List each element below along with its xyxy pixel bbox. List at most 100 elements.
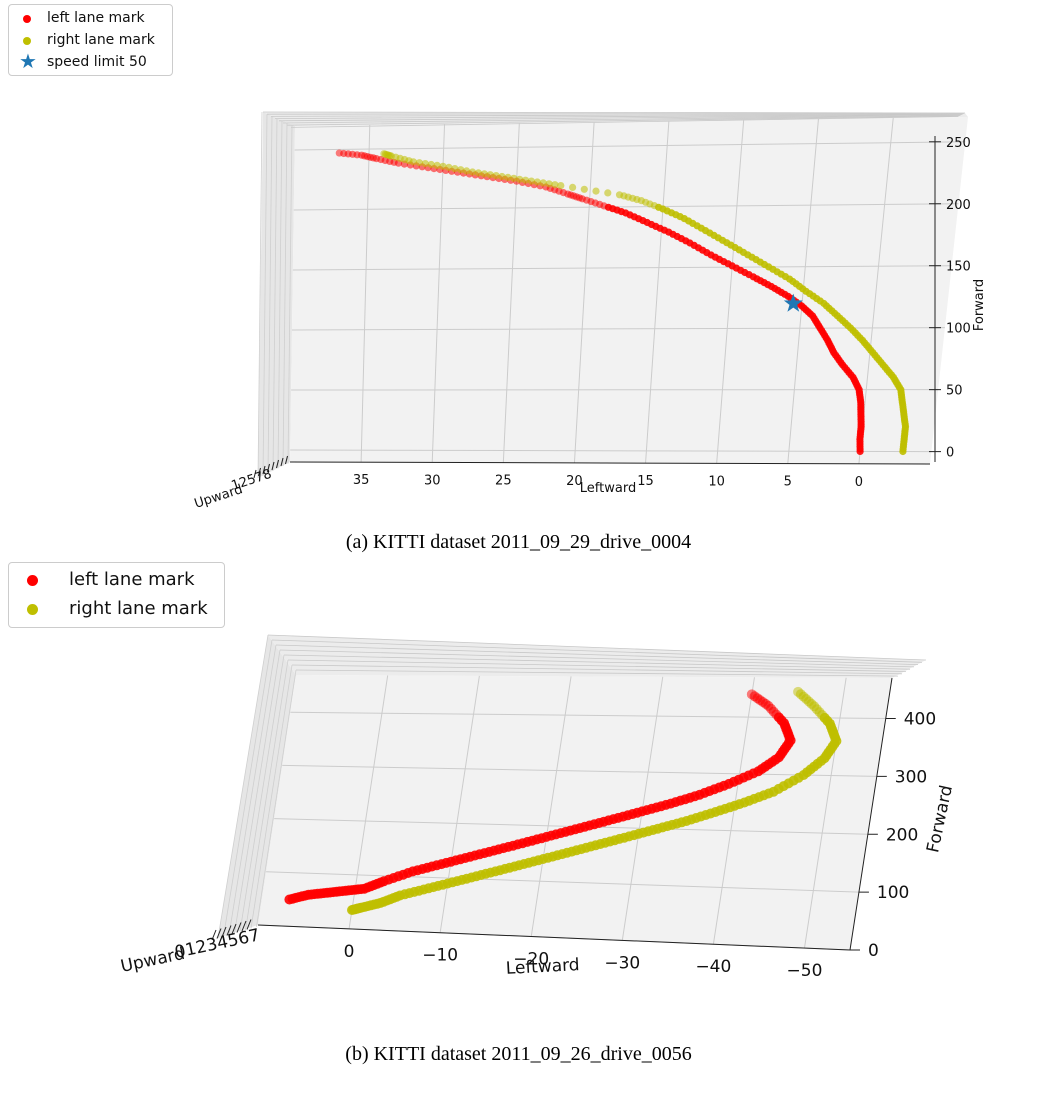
chart-b-z-tick xyxy=(211,929,217,941)
chart-a-right-lane-point xyxy=(463,167,471,175)
chart-b-y-grid-line xyxy=(282,764,877,777)
chart-b-z-tick xyxy=(231,923,237,935)
caption-b: (b) KITTI dataset 2011_09_26_drive_0056 xyxy=(345,1043,692,1065)
chart-a-z-tick xyxy=(258,467,261,477)
chart-a-right-lane-point xyxy=(427,160,435,169)
chart-a-side-grid-line xyxy=(262,114,268,476)
chart-b-x-tick-label: −40 xyxy=(695,957,731,977)
legend-b-row-right: right lane mark xyxy=(9,598,221,620)
chart-a-side-grid-line xyxy=(282,122,288,467)
chart-a-x-axis-line xyxy=(289,461,931,465)
chart-a-right-lane-point xyxy=(592,187,600,195)
chart-a-x-label: Leftward xyxy=(580,481,636,496)
chart-a-right-lane-point xyxy=(421,160,429,168)
chart-b-x-tick-label: 0 xyxy=(344,942,355,962)
chart-a-x-grid-line xyxy=(716,119,745,464)
chart-a-x-tick-label: 10 xyxy=(708,474,725,489)
chart-a-x-tick-label: 0 xyxy=(855,475,863,490)
chart-a-x-grid-line xyxy=(360,124,371,463)
chart-a-right-lane-point xyxy=(615,191,624,199)
chart-a-right-lane-point xyxy=(580,185,588,193)
chart-a-y-label: Forward xyxy=(972,279,987,331)
chart-b-z-tick xyxy=(246,919,252,930)
chart-b-y-grid-line xyxy=(266,871,859,893)
chart-a-speed-limit-star xyxy=(783,293,803,312)
chart-a-right-lane-point xyxy=(539,179,547,187)
chart-a-z-label: Upward xyxy=(193,482,245,512)
chart-b-y-tick-label: 0 xyxy=(868,941,879,961)
legend-b-right-marker-icon xyxy=(27,604,38,615)
chart-b-top-grid-line xyxy=(279,649,915,668)
chart-a-right-lane-point xyxy=(604,189,612,197)
chart-a-side-grid-line xyxy=(267,116,273,474)
chart-a-x-tick-label: 30 xyxy=(424,473,441,488)
chart-a-y-tick-label: 100 xyxy=(946,322,971,337)
chart-b-x-axis-line xyxy=(257,924,851,951)
chart-b-y-tick-label: 300 xyxy=(895,767,927,787)
chart-a-z-tick xyxy=(262,465,266,475)
chart-b-z-label: Upward xyxy=(119,944,187,977)
legend-b-right-label: right lane mark xyxy=(69,598,208,619)
chart-a-right-lane-point xyxy=(433,161,441,169)
chart-a-x-tick-label: 35 xyxy=(353,473,370,488)
chart-b-y-tick-label: 100 xyxy=(877,883,909,903)
chart-a-right-lane-point xyxy=(474,169,482,177)
chart-b-left-lane-point xyxy=(746,689,757,700)
chart-b-side-pane xyxy=(218,635,296,938)
chart-b-z-tick xyxy=(241,920,247,932)
chart-a-z-tick xyxy=(267,463,270,473)
chart-a-right-lane-point xyxy=(457,166,465,174)
chart-a-z-tick xyxy=(271,461,275,471)
chart-b-z-tick xyxy=(236,922,242,933)
chart-a-z-tick xyxy=(276,459,279,469)
chart-a-right-lane-point xyxy=(521,176,530,184)
chart-b-points xyxy=(284,686,842,915)
chart-a: 35 30 25 20 15 10 5 005010015020025012578Upward… xyxy=(193,111,987,512)
chart-a-y-grid-line xyxy=(293,203,959,211)
chart-a-right-lane-point xyxy=(480,170,488,178)
chart-b-z-tick xyxy=(221,926,227,938)
chart-a-right-lane-point xyxy=(415,159,423,167)
chart-b-top-grid-line xyxy=(271,639,923,663)
legend-b: left lane mark right lane mark xyxy=(8,562,225,628)
chart-b-x-grid-line xyxy=(530,676,572,937)
chart-a-right-lane-point xyxy=(468,168,477,176)
chart-b-top-grid-line xyxy=(287,659,907,672)
chart-b-top-grid-line xyxy=(295,669,899,677)
chart-a-top-grid-line xyxy=(290,116,959,128)
chart-a-right-lane-point xyxy=(492,172,500,180)
chart-b-x-tick-label: −50 xyxy=(787,961,823,981)
legend-a-row-left: left lane mark xyxy=(9,10,169,28)
chart-a-z-tick xyxy=(280,457,284,467)
chart-b-top-grid-line xyxy=(291,664,903,675)
chart-b-z-tick xyxy=(216,928,222,939)
chart-b-top-grid-line xyxy=(275,644,919,665)
chart-b-y-label: Forward xyxy=(923,783,957,854)
chart-b-x-tick-label: −10 xyxy=(422,946,458,966)
chart-b-side-grid-line xyxy=(217,634,269,939)
legend-a-speed-label: speed limit 50 xyxy=(47,54,147,70)
chart-b-x-tick-label: −20 xyxy=(513,950,549,970)
chart-b-z-tick xyxy=(226,925,232,936)
chart-a-right-lane-point xyxy=(551,181,559,189)
chart-a-right-lane-point xyxy=(557,182,565,190)
chart-a-x-grid-line xyxy=(573,121,595,463)
legend-a-star-icon: ★ xyxy=(19,49,37,73)
chart-a-x-grid-line xyxy=(431,123,446,463)
chart-b: 0 −10 −20 −30 −40 −50 0 100 200 300 400 01234567Upw… xyxy=(119,634,957,981)
legend-a-right-label: right lane mark xyxy=(47,32,155,48)
chart-b-side-grid-line xyxy=(245,659,289,931)
chart-a-top-grid-line xyxy=(282,115,961,124)
chart-a-y-tick-label: 150 xyxy=(946,260,971,275)
chart-a-y-grid-line xyxy=(291,327,945,331)
chart-a-right-lane-point xyxy=(451,165,459,173)
chart-b-z-tick-labels: 01234567 xyxy=(173,925,262,963)
legend-b-row-left: left lane mark xyxy=(9,569,221,591)
chart-a-x-tick-label: 15 xyxy=(637,474,654,489)
chart-b-y-tick-label: 200 xyxy=(886,825,918,845)
chart-a-y-grid-line xyxy=(292,265,952,271)
chart-a-y-grid-line xyxy=(290,449,932,453)
chart-a-top-grid-line xyxy=(278,114,962,122)
chart-b-y-grid-line xyxy=(290,711,886,720)
chart-b-back-pane xyxy=(258,675,892,950)
